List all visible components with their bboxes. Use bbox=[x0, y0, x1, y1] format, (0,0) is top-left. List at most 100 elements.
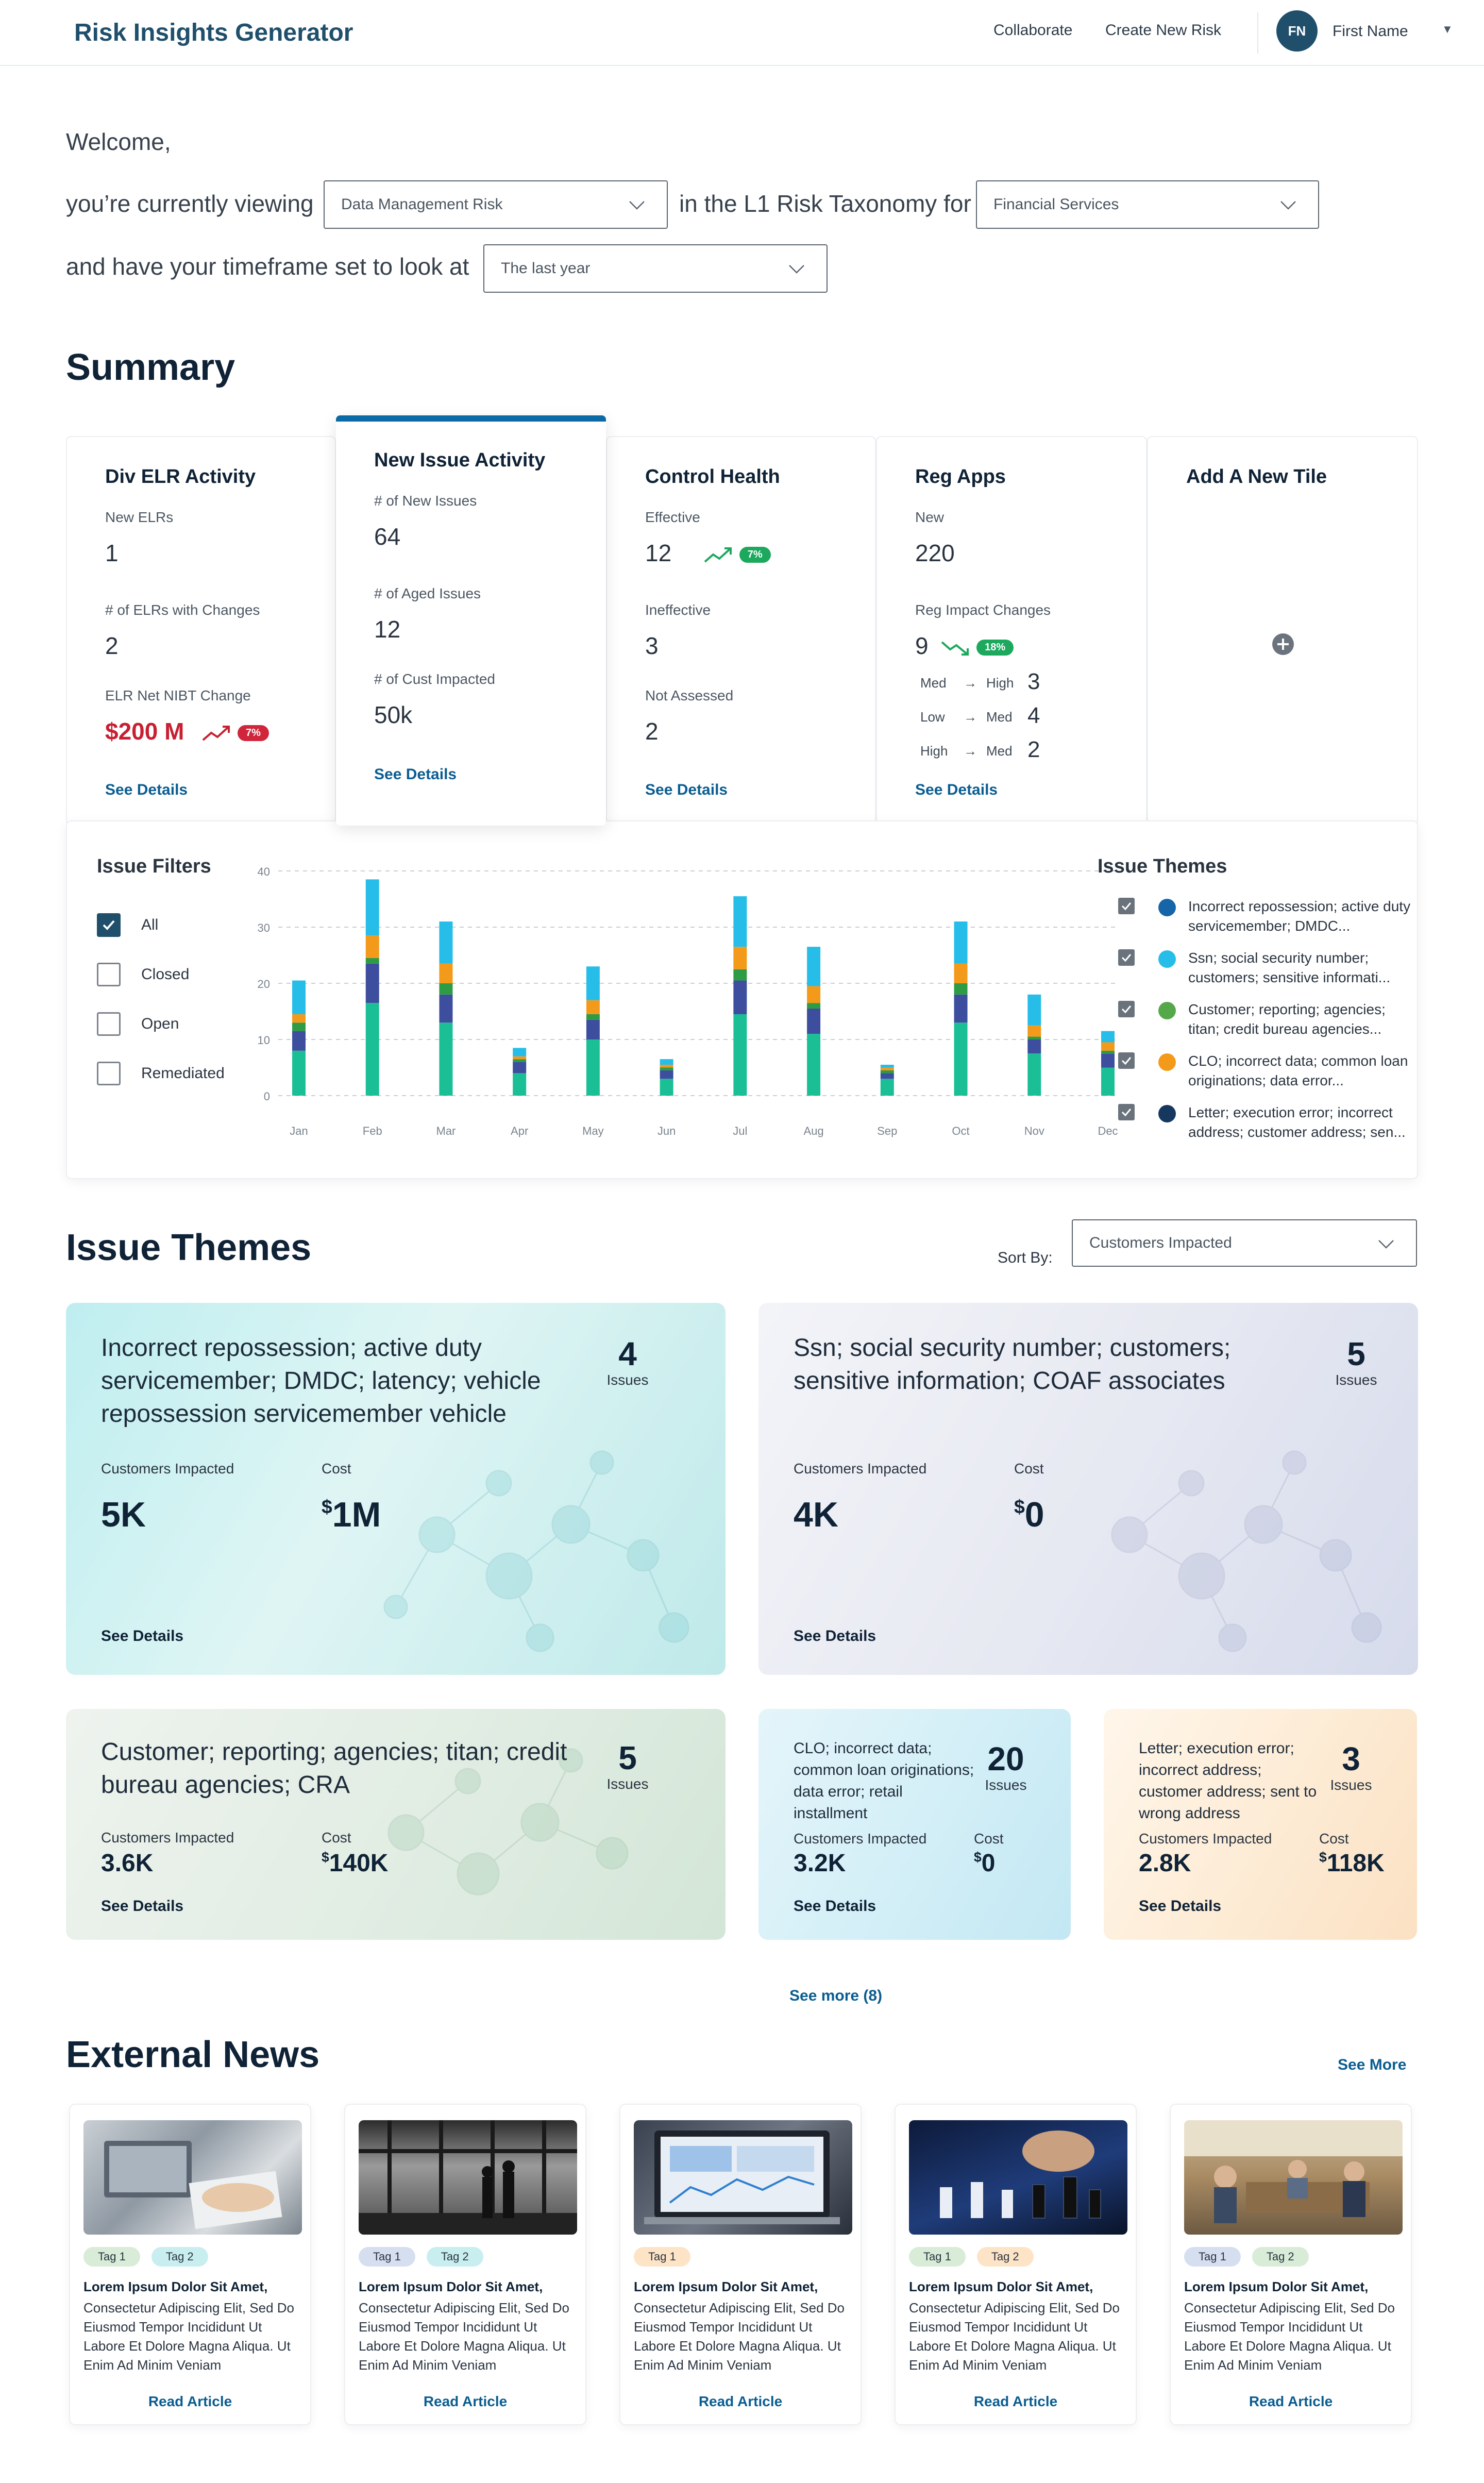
bar-segment bbox=[365, 879, 379, 936]
industry-select[interactable]: Financial Services bbox=[976, 180, 1319, 229]
customers-impacted-label: Customers Impacted bbox=[101, 1830, 234, 1846]
bar-segment bbox=[365, 1003, 379, 1096]
x-tick-label: Apr bbox=[511, 1125, 528, 1137]
theme-card[interactable]: CLO; incorrect data; common loan origina… bbox=[758, 1709, 1071, 1940]
tile-add-new[interactable]: Add A New Tile bbox=[1147, 436, 1418, 826]
nibt-change-value: $200 M 7% bbox=[105, 717, 269, 745]
see-details-link[interactable]: See Details bbox=[101, 1628, 184, 1645]
tile-new-issue-activity[interactable]: New Issue Activity # of New Issues 64 # … bbox=[336, 415, 606, 826]
see-details-link[interactable]: See Details bbox=[645, 781, 728, 798]
bar-segment bbox=[365, 963, 379, 1003]
risk-select[interactable]: Data Management Risk bbox=[324, 180, 668, 229]
checkbox-checked-icon[interactable] bbox=[1118, 898, 1135, 914]
bar-segment bbox=[439, 994, 453, 1023]
bar-segment bbox=[733, 980, 747, 1014]
theme-title: Ssn; social security number; customers; … bbox=[794, 1334, 1231, 1395]
plus-icon[interactable] bbox=[1272, 633, 1294, 656]
nav-collaborate[interactable]: Collaborate bbox=[993, 22, 1073, 39]
user-name[interactable]: First Name bbox=[1333, 23, 1408, 40]
filter-remediated[interactable]: Remediated bbox=[97, 1062, 225, 1085]
see-details-link[interactable]: See Details bbox=[1139, 1898, 1222, 1915]
laptop-documents-photo bbox=[83, 2120, 302, 2235]
tile-value: 2 bbox=[105, 632, 119, 659]
checkbox-icon[interactable] bbox=[97, 963, 121, 986]
filter-all[interactable]: All bbox=[97, 913, 158, 937]
news-card: Tag 1 Lorem Ipsum Dolor Sit Amet, Consec… bbox=[619, 2104, 862, 2425]
bar-segment bbox=[733, 1014, 747, 1096]
nav-create-new-risk[interactable]: Create New Risk bbox=[1105, 22, 1222, 39]
read-article-link[interactable]: Read Article bbox=[148, 2393, 232, 2409]
issue-count: 3 bbox=[1342, 1740, 1360, 1777]
bar-segment bbox=[954, 983, 968, 995]
checkbox-checked-icon[interactable] bbox=[1118, 949, 1135, 966]
bar-segment bbox=[807, 947, 821, 986]
read-article-link[interactable]: Read Article bbox=[973, 2393, 1058, 2409]
checkbox-icon[interactable] bbox=[97, 1012, 121, 1036]
see-details-link[interactable]: See Details bbox=[105, 781, 188, 798]
tag[interactable]: Tag 1 bbox=[359, 2247, 415, 2267]
filter-closed[interactable]: Closed bbox=[97, 963, 189, 986]
theme-card[interactable]: Letter; execution error; incorrect addre… bbox=[1104, 1709, 1417, 1940]
tag[interactable]: Tag 2 bbox=[1252, 2247, 1309, 2267]
welcome-line1: you’re currently viewing bbox=[66, 190, 314, 217]
checkbox-checked-icon[interactable] bbox=[1118, 1001, 1135, 1017]
bar-segment bbox=[1027, 1053, 1041, 1096]
chevron-down-icon bbox=[1280, 201, 1296, 210]
bar-segment bbox=[586, 1019, 600, 1039]
theme-title: Customer; reporting; agencies; titan; cr… bbox=[101, 1738, 567, 1799]
bar-segment bbox=[1027, 994, 1041, 1026]
see-details-link[interactable]: See Details bbox=[794, 1898, 876, 1915]
issue-themes-legend-title: Issue Themes bbox=[1098, 855, 1227, 877]
theme-card[interactable]: Customer; reporting; agencies; titan; cr… bbox=[66, 1709, 726, 1940]
tag[interactable]: Tag 2 bbox=[151, 2247, 208, 2267]
transition-row: Med → High 3 bbox=[920, 669, 1040, 694]
read-article-link[interactable]: Read Article bbox=[1249, 2393, 1333, 2409]
welcome-line1b: in the L1 Risk Taxonomy for bbox=[679, 190, 971, 217]
bar-segment bbox=[733, 969, 747, 981]
timeframe-select-value: The last year bbox=[501, 260, 591, 277]
checkbox-checked-icon[interactable] bbox=[1118, 1104, 1135, 1120]
tag[interactable]: Tag 2 bbox=[426, 2247, 483, 2267]
checkbox-icon[interactable] bbox=[97, 1062, 121, 1085]
bar-segment bbox=[880, 1070, 894, 1073]
see-details-link[interactable]: See Details bbox=[374, 766, 457, 783]
tile-value: 1 bbox=[105, 540, 119, 566]
app-title[interactable]: Risk Insights Generator bbox=[74, 19, 353, 46]
office-window-photo bbox=[359, 2120, 577, 2235]
theme-card[interactable]: Ssn; social security number; customers; … bbox=[758, 1303, 1418, 1675]
caret-down-icon[interactable]: ▼ bbox=[1442, 23, 1453, 36]
bar-segment bbox=[292, 1014, 306, 1023]
see-details-link[interactable]: See Details bbox=[915, 781, 998, 798]
theme-card[interactable]: Incorrect repossession; active duty serv… bbox=[66, 1303, 726, 1675]
tag[interactable]: Tag 2 bbox=[976, 2247, 1034, 2267]
bar-segment bbox=[660, 1070, 673, 1079]
tag[interactable]: Tag 1 bbox=[83, 2247, 140, 2267]
x-tick-label: Jan bbox=[290, 1125, 308, 1137]
external-news-title: External News bbox=[66, 2034, 320, 2075]
transition-row: Low → Med 4 bbox=[920, 703, 1040, 728]
see-more-themes-link[interactable]: See more (8) bbox=[789, 1987, 883, 2004]
filter-open[interactable]: Open bbox=[97, 1012, 179, 1036]
tag[interactable]: Tag 1 bbox=[634, 2247, 690, 2267]
timeframe-select[interactable]: The last year bbox=[483, 244, 828, 293]
checkbox-checked-icon[interactable] bbox=[1118, 1052, 1135, 1069]
read-article-link[interactable]: Read Article bbox=[698, 2393, 783, 2409]
see-details-link[interactable]: See Details bbox=[101, 1898, 184, 1915]
tag[interactable]: Tag 1 bbox=[1184, 2247, 1241, 2267]
x-tick-label: Jun bbox=[657, 1125, 676, 1137]
x-tick-label: Jul bbox=[733, 1125, 747, 1137]
read-article-link[interactable]: Read Article bbox=[423, 2393, 508, 2409]
see-more-news-link[interactable]: See More bbox=[1338, 2056, 1407, 2073]
bar-segment bbox=[733, 896, 747, 947]
bar-segment bbox=[1027, 1039, 1041, 1054]
see-details-link[interactable]: See Details bbox=[794, 1628, 876, 1645]
news-title: Lorem Ipsum Dolor Sit Amet, bbox=[359, 2279, 543, 2294]
bar-segment bbox=[807, 1009, 821, 1034]
sort-select[interactable]: Customers Impacted bbox=[1072, 1219, 1417, 1267]
currency-symbol: $ bbox=[1319, 1849, 1327, 1865]
transition-from: Low bbox=[920, 709, 945, 725]
tag[interactable]: Tag 1 bbox=[909, 2247, 966, 2267]
checkbox-checked-icon[interactable] bbox=[97, 913, 121, 937]
avatar[interactable]: FN bbox=[1276, 10, 1318, 52]
bar-segment bbox=[586, 1000, 600, 1014]
